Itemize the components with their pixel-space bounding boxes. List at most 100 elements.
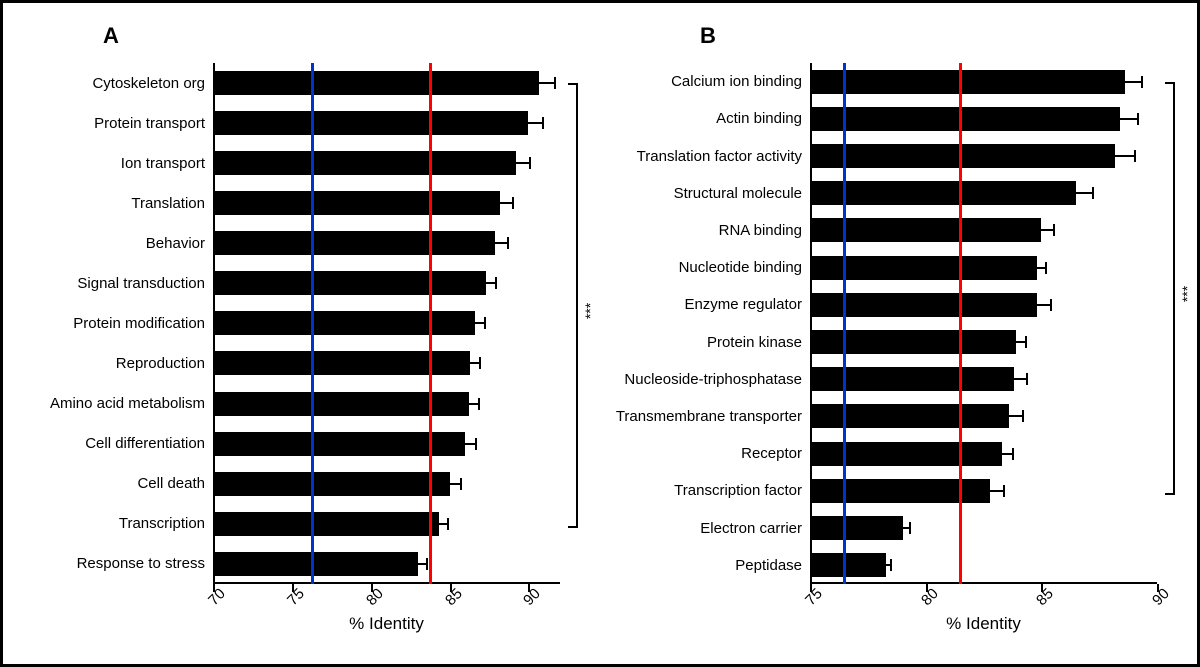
bar xyxy=(213,71,539,95)
bar xyxy=(810,404,1009,428)
bar-label: Behavior xyxy=(146,235,213,252)
bar-label: Cell differentiation xyxy=(85,435,213,452)
significance-label: *** xyxy=(1179,286,1195,302)
error-bar xyxy=(516,162,531,164)
error-bar xyxy=(1016,341,1027,343)
panel-a-chart: Cytoskeleton org Protein transport Ion tra… xyxy=(213,63,560,584)
bar xyxy=(810,367,1014,391)
panel-a-label: A xyxy=(103,23,119,49)
error-bar xyxy=(418,563,428,565)
error-bar xyxy=(1037,267,1048,269)
error-bar xyxy=(539,82,555,84)
bar xyxy=(810,479,990,503)
bar-label: Electron carrier xyxy=(700,520,810,537)
bar xyxy=(213,552,418,576)
bar-row: Receptor xyxy=(810,442,1157,466)
x-tick-label: 70 xyxy=(205,585,229,609)
error-bar xyxy=(886,564,892,566)
bar-row: Transcription factor xyxy=(810,479,1157,503)
error-bar xyxy=(439,523,449,525)
bar xyxy=(213,271,486,295)
bar xyxy=(810,330,1016,354)
bar-row: Transmembrane transporter xyxy=(810,404,1157,428)
bar-label: Receptor xyxy=(741,445,810,462)
error-bar xyxy=(1041,229,1055,231)
bar-label: Translation xyxy=(131,195,213,212)
panel-b-xtitle: % Identity xyxy=(810,614,1157,634)
bar-label: Actin binding xyxy=(716,110,810,127)
bar-row: Ion transport xyxy=(213,151,560,175)
x-tick-label: 75 xyxy=(802,585,826,609)
bar-label: Transmembrane transporter xyxy=(616,408,810,425)
bar-row: Peptidase xyxy=(810,553,1157,577)
bar xyxy=(810,553,886,577)
bar-row: Protein modification xyxy=(213,311,560,335)
error-bar xyxy=(469,403,481,405)
significance-label: *** xyxy=(582,303,598,319)
error-bar xyxy=(1037,304,1052,306)
bar-row: Nucleotide binding xyxy=(810,256,1157,280)
bar-row: Transcription xyxy=(213,512,560,536)
bar-label: Protein modification xyxy=(73,315,213,332)
bar-label: Protein kinase xyxy=(707,334,810,351)
error-bar xyxy=(528,122,544,124)
panel-b-label: B xyxy=(700,23,716,49)
error-bar xyxy=(1076,192,1094,194)
bar-label: Nucleoside-triphosphatase xyxy=(624,371,810,388)
x-tick-label: 75 xyxy=(284,585,308,609)
bar-label: Protein transport xyxy=(94,115,213,132)
reference-line xyxy=(429,63,432,584)
bar-row: Calcium ion binding xyxy=(810,70,1157,94)
error-bar xyxy=(990,490,1004,492)
bar xyxy=(213,311,475,335)
x-tick-label: 90 xyxy=(520,585,544,609)
bar-row: Electron carrier xyxy=(810,516,1157,540)
bar xyxy=(810,516,903,540)
bar xyxy=(213,191,500,215)
error-bar xyxy=(1014,378,1029,380)
bar-label: Signal transduction xyxy=(77,275,213,292)
panel-b-bars: Calcium ion bindingActin bindingTranslat… xyxy=(810,63,1157,584)
bar-label: RNA binding xyxy=(719,222,810,239)
error-bar xyxy=(1120,118,1139,120)
error-bar xyxy=(465,443,476,445)
bar-row: Structural molecule xyxy=(810,181,1157,205)
bar xyxy=(810,181,1076,205)
panel-b: B Calcium ion bindingActin bindingTransl… xyxy=(600,3,1197,664)
bar-label: Amino acid metabolism xyxy=(50,395,213,412)
error-bar xyxy=(500,202,514,204)
panel-a-bars: Cytoskeleton org Protein transport Ion tra… xyxy=(213,63,560,584)
bar-label: Ion transport xyxy=(121,155,213,172)
bar xyxy=(810,442,1002,466)
significance-bracket xyxy=(1165,82,1175,495)
bar-row: Nucleoside-triphosphatase xyxy=(810,367,1157,391)
bar-row: Enzyme regulator xyxy=(810,293,1157,317)
bar-label: Reproduction xyxy=(116,355,213,372)
bar-label: Transcription factor xyxy=(674,482,810,499)
bar xyxy=(213,231,495,255)
bar-row: RNA binding xyxy=(810,218,1157,242)
error-bar xyxy=(486,282,497,284)
bar-row: Protein kinase xyxy=(810,330,1157,354)
bar-label: Nucleotide binding xyxy=(679,259,810,276)
bar-row: Cytoskeleton org xyxy=(213,71,560,95)
bar xyxy=(213,512,439,536)
bar-row: Translation xyxy=(213,191,560,215)
error-bar xyxy=(903,527,911,529)
error-bar xyxy=(1002,453,1014,455)
bar-row: Cell death xyxy=(213,472,560,496)
reference-line xyxy=(311,63,314,584)
bar xyxy=(213,472,450,496)
x-tick-label: 85 xyxy=(442,585,466,609)
bar-row: Protein transport xyxy=(213,111,560,135)
panel-b-chart: Calcium ion bindingActin bindingTranslat… xyxy=(810,63,1157,584)
bar-label: Cytoskeleton org xyxy=(92,75,213,92)
bar-label: Peptidase xyxy=(735,557,810,574)
bar xyxy=(810,70,1125,94)
bar xyxy=(213,151,516,175)
bar-row: Translation factor activity xyxy=(810,144,1157,168)
bar-label: Cell death xyxy=(137,475,213,492)
bar-row: Behavior xyxy=(213,231,560,255)
reference-line xyxy=(843,63,846,584)
x-tick-label: 80 xyxy=(363,585,387,609)
